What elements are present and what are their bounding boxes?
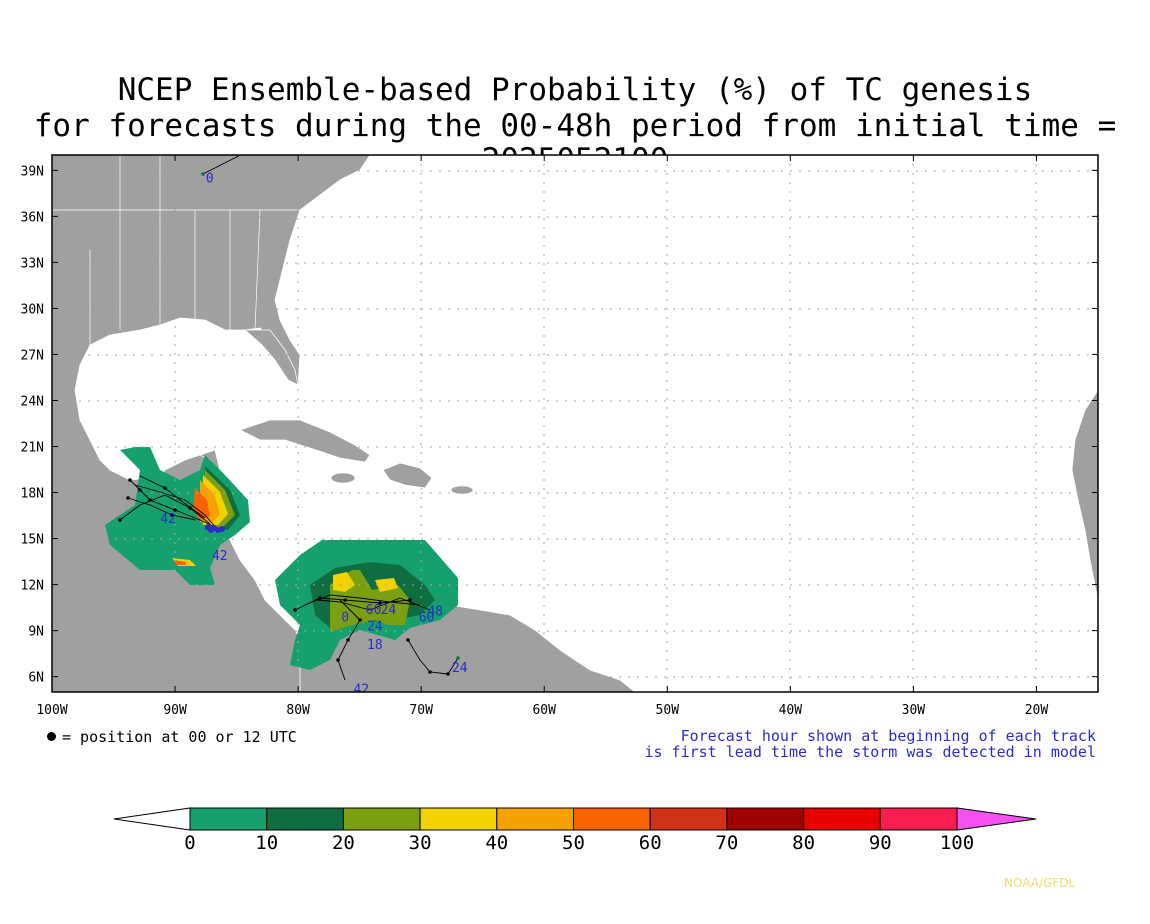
lat-label: 21N bbox=[21, 441, 44, 456]
map-frame bbox=[51, 154, 1099, 693]
colorbar-label: 20 bbox=[332, 832, 355, 854]
colorbar-segment bbox=[342, 807, 421, 831]
storm-start-markers bbox=[205, 524, 225, 533]
colorbar-label: 100 bbox=[940, 832, 974, 854]
colorbar-label: 60 bbox=[639, 832, 662, 854]
colorbar-segment bbox=[649, 807, 728, 831]
lon-label: 40W bbox=[779, 703, 803, 718]
lon-label: 20W bbox=[1025, 703, 1049, 718]
colorbar-label: 40 bbox=[485, 832, 508, 854]
land-florida bbox=[243, 329, 299, 386]
colorbar-label: 90 bbox=[869, 832, 892, 854]
probability-cluster-honduras bbox=[105, 447, 250, 585]
track-hour-label: 24 bbox=[367, 620, 383, 635]
latitude-axis: 39N 36N 33N 30N 27N 24N 21N 18N 15N 12N 9N 6N bbox=[21, 164, 1098, 686]
track-hour-label: 42 bbox=[353, 683, 369, 698]
chart-title-line1: NCEP Ensemble-based Probability (%) of T… bbox=[117, 72, 1033, 108]
colorbar-arrow-left bbox=[113, 807, 191, 831]
lat-label: 6N bbox=[28, 671, 44, 686]
lat-label: 39N bbox=[21, 164, 44, 179]
colorbar-label: 70 bbox=[715, 832, 738, 854]
lat-label: 33N bbox=[21, 256, 44, 271]
track-hour-label: 48 bbox=[427, 604, 443, 619]
credit-label: NOAA/GFDL bbox=[1004, 876, 1076, 890]
track-hour-label: 42 bbox=[160, 512, 176, 527]
colorbar-arrow-right bbox=[956, 807, 1037, 831]
track-positions bbox=[118, 172, 460, 676]
forecast-note-line2: is first lead time the storm was detecte… bbox=[644, 743, 1096, 761]
track-hour-label: 60 bbox=[419, 610, 435, 625]
land-africa bbox=[1071, 389, 1098, 601]
track-hour-label: 60 bbox=[366, 603, 382, 618]
lat-label: 27N bbox=[21, 348, 44, 363]
land-jamaica bbox=[330, 472, 356, 484]
lat-label: 12N bbox=[21, 579, 44, 594]
colorbar-segment bbox=[879, 807, 958, 831]
position-legend-note: = position at 00 or 12 UTC bbox=[47, 728, 297, 746]
colorbar-segment bbox=[266, 807, 344, 831]
lon-label: 100W bbox=[36, 703, 67, 718]
land-cuba bbox=[238, 419, 371, 463]
track-hour-label: 0 bbox=[206, 172, 214, 187]
colorbar-segment bbox=[496, 807, 574, 831]
colorbar-label: 10 bbox=[255, 832, 278, 854]
land-hispaniola bbox=[382, 462, 433, 489]
state-borders bbox=[52, 155, 370, 345]
track-hour-label: 42 bbox=[212, 549, 228, 564]
lat-label: 30N bbox=[21, 302, 44, 317]
land-puerto-rico bbox=[450, 485, 474, 495]
chart-title-line2: for forecasts during the 00-48h period f… bbox=[33, 108, 1117, 177]
track-hour-label: 0 bbox=[341, 610, 349, 625]
forecast-note-line1: Forecast hour shown at beginning of each… bbox=[680, 727, 1096, 745]
lat-label: 24N bbox=[21, 394, 44, 409]
colorbar-segment bbox=[189, 807, 268, 831]
lon-label: 80W bbox=[286, 703, 310, 718]
colorbar-segment bbox=[419, 807, 498, 831]
probability-cluster-caribbean bbox=[275, 540, 458, 670]
lat-label: 9N bbox=[28, 625, 44, 640]
lon-label: 70W bbox=[409, 703, 433, 718]
map-grid bbox=[52, 155, 1098, 692]
colorbar-segment bbox=[803, 807, 881, 831]
lat-label: 18N bbox=[21, 487, 44, 502]
track-hour-label: 18 bbox=[367, 638, 383, 653]
colorbar-label: 30 bbox=[409, 832, 432, 854]
longitude-axis: 100W 90W 80W 70W 60W 50W 40W 30W 20W bbox=[36, 155, 1048, 718]
lon-label: 30W bbox=[902, 703, 926, 718]
lat-label: 36N bbox=[21, 210, 44, 225]
lon-label: 90W bbox=[163, 703, 187, 718]
track-hour-label: 24 bbox=[452, 661, 468, 676]
colorbar: 0 10 20 30 40 50 60 70 80 90 100 bbox=[113, 807, 1037, 854]
track-hour-label: 24 bbox=[381, 603, 397, 618]
colorbar-label: 0 bbox=[184, 832, 195, 854]
colorbar-segment bbox=[726, 807, 805, 831]
colorbar-label: 50 bbox=[562, 832, 585, 854]
lon-label: 60W bbox=[532, 703, 556, 718]
position-legend-text: = position at 00 or 12 UTC bbox=[62, 728, 297, 746]
storm-tracks bbox=[119, 155, 459, 681]
lat-label: 15N bbox=[21, 533, 44, 548]
lon-label: 50W bbox=[656, 703, 680, 718]
colorbar-segment bbox=[573, 807, 651, 831]
colorbar-label: 80 bbox=[792, 832, 815, 854]
position-dot-icon bbox=[47, 732, 56, 741]
forecast-hour-note: Forecast hour shown at beginning of each… bbox=[644, 728, 1096, 760]
